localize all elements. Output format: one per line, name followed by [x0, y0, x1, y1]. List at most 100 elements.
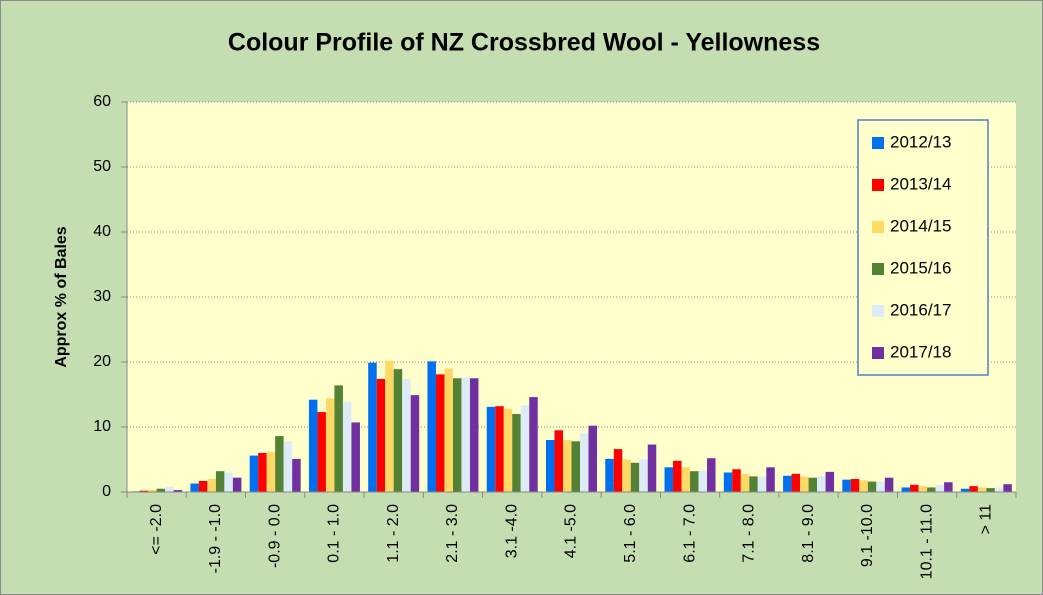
bar [588, 425, 597, 492]
x-tick-label: 1.1 - 2.0 [385, 504, 402, 563]
bar [308, 399, 318, 492]
bar [393, 369, 403, 492]
bar [275, 436, 284, 492]
bar [580, 433, 589, 492]
legend-swatch [872, 137, 884, 149]
bar [673, 460, 682, 492]
bar [749, 476, 758, 492]
x-tick-label: 2.1 - 3.0 [444, 504, 461, 563]
bar [910, 484, 919, 492]
bar [605, 458, 614, 492]
bar [376, 378, 386, 492]
bar [139, 490, 149, 492]
y-tick-label: 30 [93, 288, 111, 305]
x-tick-label: 8.1 - 9.0 [800, 504, 817, 563]
bar [410, 395, 420, 492]
bar [808, 477, 818, 492]
bar [698, 470, 708, 492]
bar [427, 361, 436, 492]
bar [249, 455, 259, 492]
bar [452, 378, 462, 492]
x-tick-label: -0.9 - 0.0 [266, 504, 283, 568]
bar [817, 476, 826, 492]
bar [571, 441, 580, 492]
bar [850, 479, 860, 492]
bar [707, 458, 716, 492]
x-tick-label: <= -2.0 [148, 504, 165, 555]
bar [994, 487, 1004, 492]
bar [503, 408, 513, 492]
bar [783, 475, 792, 492]
x-tick-label: > 11 [978, 504, 995, 535]
x-tick-label: 7.1 - 8.0 [741, 504, 758, 563]
bar [198, 480, 208, 492]
bar [283, 441, 293, 492]
legend-swatch [872, 305, 884, 317]
x-tick-label: -1.9 - -1.0 [207, 504, 224, 573]
bar [977, 487, 987, 492]
legend-swatch [872, 179, 884, 191]
x-tick-label: 10.1 - 11.0 [918, 504, 935, 579]
bar [469, 378, 479, 492]
bar [554, 430, 563, 492]
bar [173, 490, 183, 492]
x-tick-label: 6.1 - 7.0 [681, 504, 698, 563]
bar [207, 479, 216, 492]
bar [825, 471, 835, 492]
bar [520, 405, 530, 492]
bar [1003, 484, 1012, 492]
bar [444, 368, 453, 492]
y-tick-label: 0 [102, 483, 111, 500]
bar [766, 467, 775, 492]
bar [622, 459, 631, 492]
bar [292, 458, 301, 492]
bar [334, 385, 343, 492]
legend-swatch [872, 347, 884, 359]
bar [563, 440, 572, 492]
bar [435, 374, 445, 492]
legend-label: 2015/16 [890, 258, 951, 277]
chart-title: Colour Profile of NZ Crossbred Wool - Ye… [228, 29, 820, 57]
bar [927, 487, 936, 492]
bar [385, 360, 394, 492]
legend-label: 2012/13 [890, 132, 951, 151]
bar [630, 462, 640, 492]
bar [486, 406, 496, 492]
y-tick-label: 10 [93, 418, 111, 435]
bar [800, 476, 809, 492]
legend-label: 2014/15 [890, 216, 951, 235]
bar [723, 472, 733, 492]
bar [512, 414, 521, 492]
bar [317, 412, 326, 492]
bar [224, 472, 233, 492]
bar [546, 440, 555, 492]
legend-label: 2016/17 [890, 300, 951, 319]
bar [842, 479, 851, 492]
legend-label: 2017/18 [890, 342, 951, 361]
bar [757, 476, 767, 492]
bar [148, 490, 157, 492]
bar [647, 444, 657, 492]
bar [944, 482, 953, 492]
bar [258, 453, 267, 492]
bar [859, 480, 868, 492]
bar [232, 477, 242, 492]
x-tick-label: 4.1 -5.0 [563, 504, 580, 558]
bar [986, 488, 995, 492]
x-tick-label: 5.1 - 6.0 [622, 504, 639, 563]
bar [495, 406, 504, 492]
bar [325, 398, 335, 492]
bar [613, 449, 623, 492]
bar [681, 467, 691, 492]
bar [740, 473, 750, 492]
bar [918, 486, 928, 492]
bar [529, 397, 538, 492]
bar [190, 483, 199, 492]
bar [732, 469, 741, 492]
bar [461, 377, 470, 492]
bar [969, 486, 978, 492]
legend-swatch [872, 221, 884, 233]
x-tick-label: 0.1 - 1.0 [326, 504, 343, 563]
y-axis-label: Approx % of Bales [53, 226, 70, 367]
bar [664, 467, 674, 492]
